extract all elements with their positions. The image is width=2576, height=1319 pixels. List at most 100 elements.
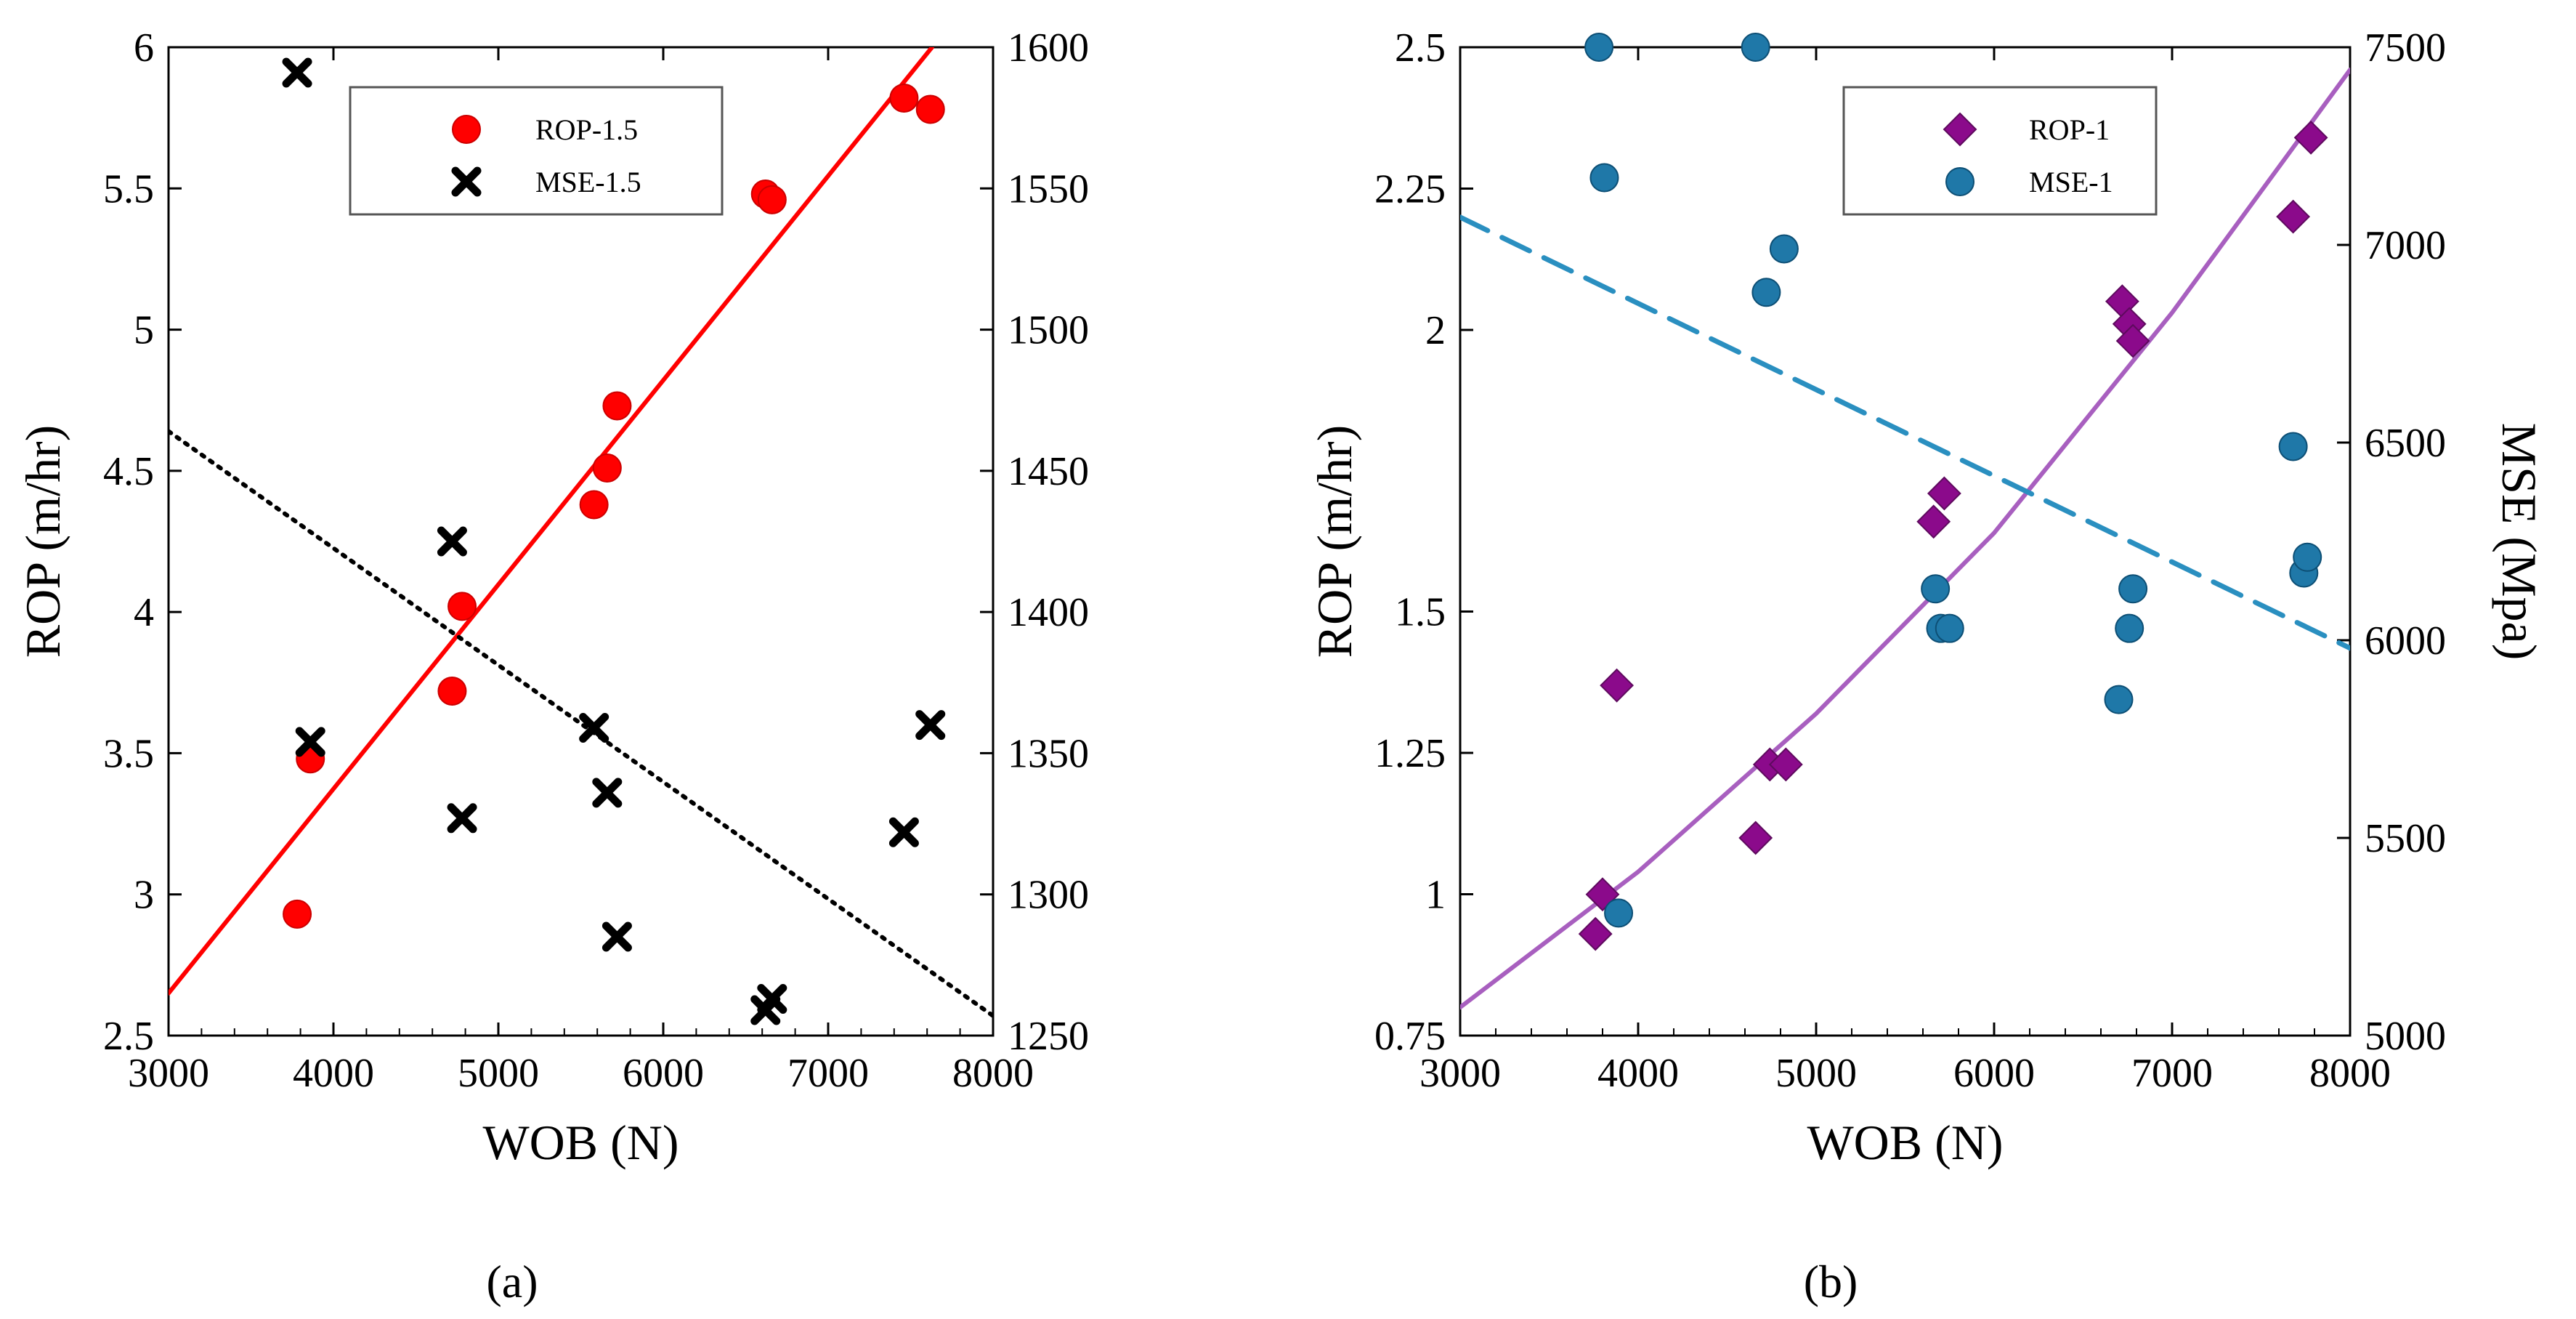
y2-tick-label: 7500 (2365, 25, 2446, 70)
series-mse-1 (1584, 33, 2322, 928)
trendline-mse-1-5 (169, 429, 993, 1018)
y2-axis-title: MSE (Mpa) (2492, 423, 2547, 661)
x-tick-label: 4000 (1597, 1051, 1679, 1096)
y-axis-title: ROP (m/hr) (15, 425, 70, 658)
y2-tick-label: 5500 (2365, 816, 2446, 861)
data-point (1578, 916, 1613, 951)
data-point (1769, 234, 1799, 264)
data-point (592, 778, 623, 808)
data-point (2118, 574, 2148, 604)
data-point (602, 921, 632, 952)
y2-tick-label: 1400 (1008, 590, 1089, 635)
y2-tick-label: 1350 (1008, 731, 1089, 776)
y2-tick-label: 6000 (2365, 618, 2446, 663)
y-tick-label: 5.5 (103, 166, 154, 211)
chart-panel-a: 3000 4000 5000 6000 7000 8000 2.5 3 3.5 4 4.5 5 5.5 6… (15, 25, 1089, 1170)
data-point (2104, 685, 2134, 714)
x-tick-label: 4000 (293, 1051, 374, 1096)
trendline-mse-1 (1460, 214, 2350, 651)
data-point (757, 185, 787, 214)
y-tick-label: 2.25 (1374, 166, 1446, 211)
legend-box (349, 86, 724, 216)
data-point (888, 817, 919, 847)
data-point (889, 83, 919, 113)
plot-frame (167, 46, 995, 1037)
y2-tick-label: 5000 (2365, 1014, 2446, 1059)
data-point (2115, 613, 2144, 643)
legend-marker (452, 115, 481, 144)
legend-label: ROP-1 (2029, 113, 2110, 146)
y2-tick-label: 7000 (2365, 223, 2446, 268)
data-point (2293, 542, 2322, 572)
data-point (2276, 199, 2311, 234)
y-tick-label: 1 (1425, 873, 1446, 918)
data-point (1738, 820, 1773, 855)
data-point (592, 453, 622, 483)
data-point (447, 803, 477, 834)
y-tick-label: 1.25 (1374, 731, 1446, 776)
data-point (1741, 33, 1770, 62)
y2-tick-label: 1600 (1008, 25, 1089, 70)
y2-tick-label: 1500 (1008, 308, 1089, 353)
series-rop-1 (1578, 120, 2328, 951)
y-tick-label: 3.5 (103, 731, 154, 776)
trendlines (169, 47, 993, 1018)
x-tick-label: 7000 (2131, 1051, 2213, 1096)
data-point (2278, 432, 2308, 461)
legend-marker (1945, 167, 1974, 196)
data-point (915, 94, 945, 124)
y-tick-label: 3 (134, 873, 154, 918)
y2-tick-label: 6500 (2365, 421, 2446, 466)
trendline-rop-1-5 (169, 47, 935, 996)
data-point (1935, 613, 1964, 643)
legend-marker (1943, 112, 1977, 147)
x-tick-label: 3000 (128, 1051, 209, 1096)
x-tick-label: 6000 (1953, 1051, 2035, 1096)
data-point (1604, 898, 1634, 928)
chart-panel-b: 3000 4000 5000 6000 7000 8000 0.75 1 1.25 1.5 2 2.2… (1307, 25, 2547, 1170)
y2-tick-label: 1250 (1008, 1014, 1089, 1059)
data-point (282, 57, 312, 88)
data-point (437, 676, 467, 706)
plot-frame (1459, 46, 2352, 1037)
y-tick-label: 6 (134, 25, 154, 70)
panel-caption-b: (b) (1804, 1256, 1858, 1307)
x-tick-label: 3000 (1419, 1051, 1501, 1096)
data-point (295, 727, 325, 757)
legend-label: ROP-1.5 (535, 113, 638, 146)
legend-box (1842, 86, 2158, 216)
y-tick-label: 2 (1425, 308, 1446, 353)
data-point (1589, 163, 1619, 193)
data-point (1584, 33, 1614, 62)
x-axis-title: WOB (N) (482, 1115, 679, 1170)
x-tick-label: 8000 (2309, 1051, 2391, 1096)
data-point (1927, 476, 1961, 511)
data-point (283, 899, 312, 929)
y-tick-label: 4 (134, 590, 154, 635)
data-point (1916, 504, 1951, 539)
y2-tick-label: 1300 (1008, 873, 1089, 918)
y-tick-label: 1.5 (1395, 590, 1446, 635)
data-point (1921, 574, 1951, 604)
y-tick-label: 4.5 (103, 449, 154, 494)
data-point (915, 710, 946, 741)
x-tick-label: 8000 (952, 1051, 1034, 1096)
y-tick-label: 2.5 (1395, 25, 1446, 70)
y-tick-label: 0.75 (1374, 1014, 1446, 1059)
data-point (1751, 278, 1781, 307)
panel-caption-a: (a) (486, 1256, 538, 1307)
data-point (1600, 668, 1635, 703)
data-point (2115, 323, 2150, 358)
legend-label: MSE-1.5 (535, 166, 641, 198)
y-axis-title: ROP (m/hr) (1307, 425, 1362, 658)
x-axis-title: WOB (N) (1807, 1115, 2003, 1170)
data-point (602, 391, 632, 421)
data-point (1768, 747, 1803, 782)
y-tick-label: 2.5 (103, 1014, 154, 1059)
x-tick-label: 5000 (458, 1051, 539, 1096)
data-point (579, 712, 609, 743)
x-tick-label: 5000 (1775, 1051, 1857, 1096)
series-mse-1-5 (282, 57, 946, 1025)
x-tick-label: 7000 (787, 1051, 869, 1096)
